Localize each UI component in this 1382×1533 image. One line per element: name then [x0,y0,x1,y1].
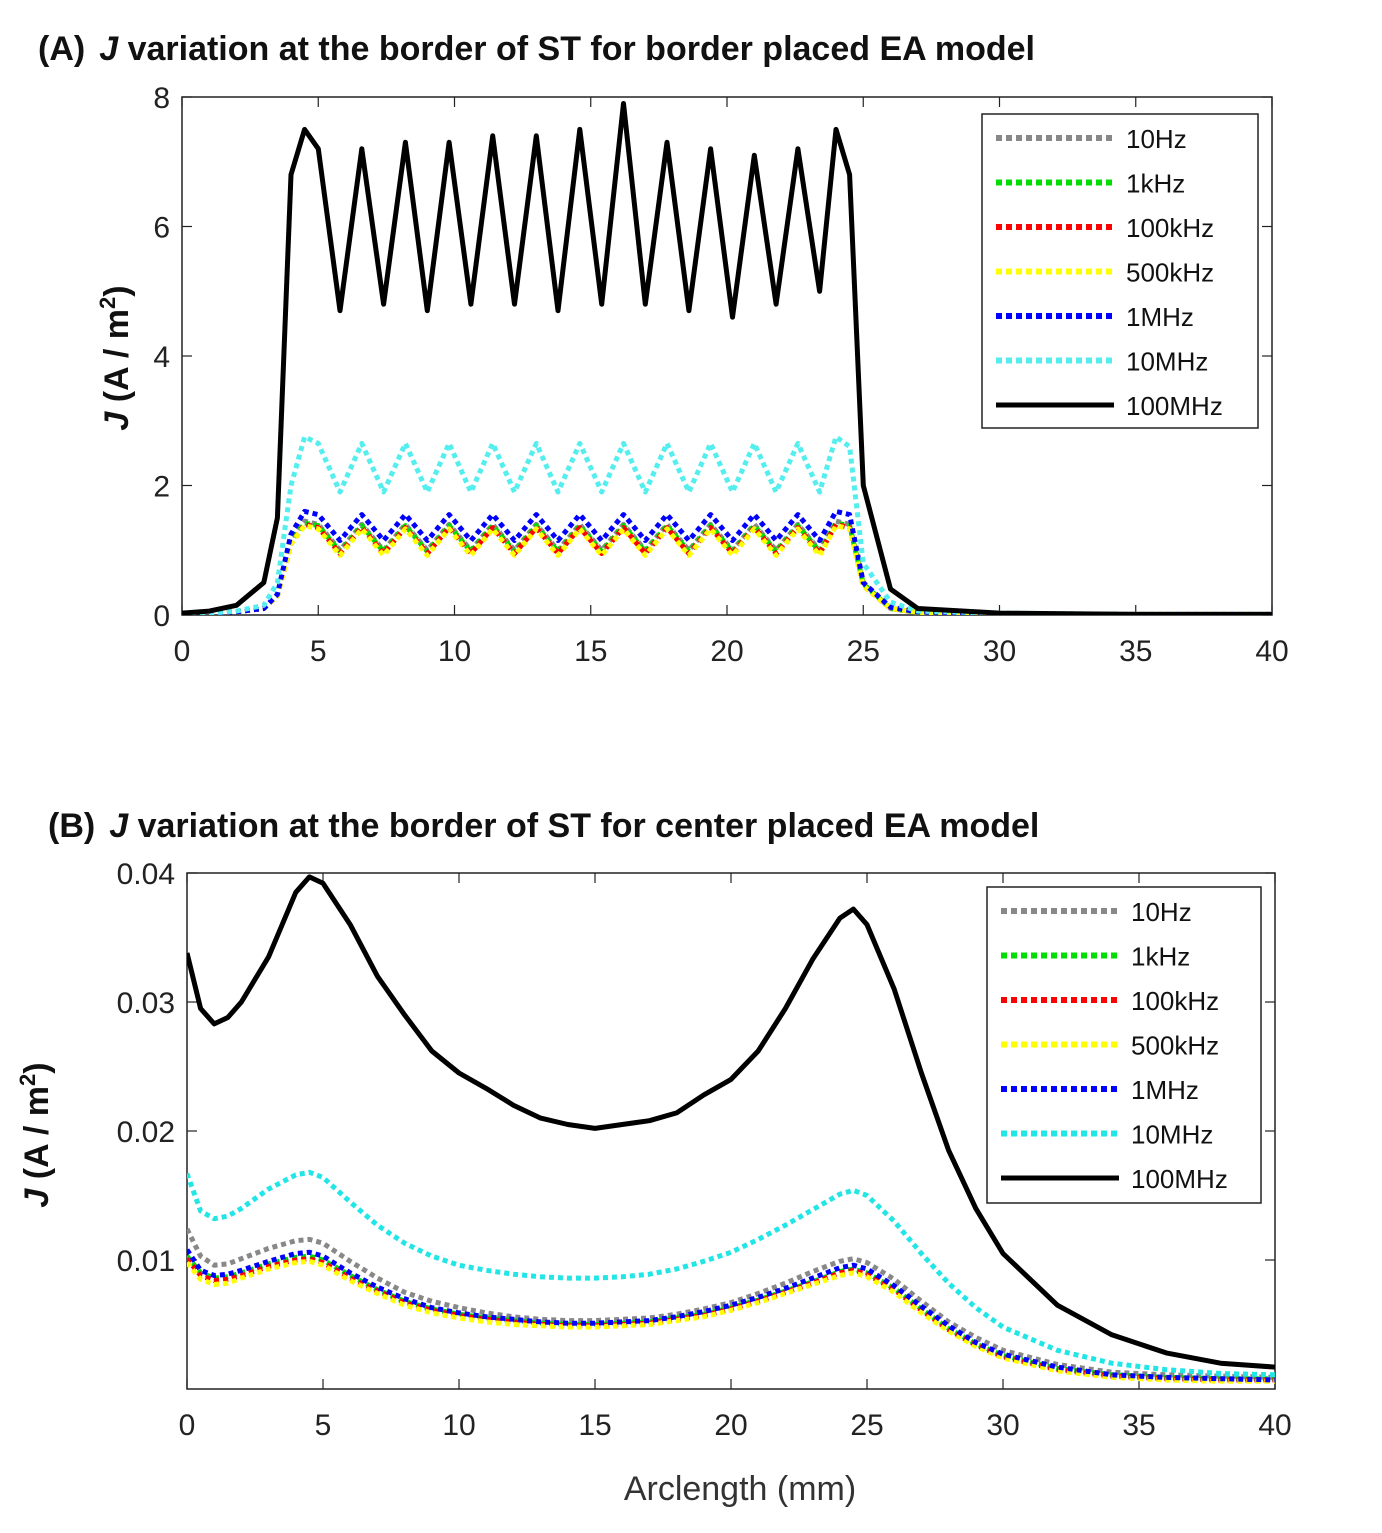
legend-box [981,113,1259,429]
legend-label-100khz: 100kHz [1126,213,1214,243]
x-tick-label: 15 [578,1409,611,1442]
chart-panel-a: (A) J variation at the border of ST for b… [38,30,1289,668]
x-tick-label: 5 [310,635,327,668]
x-tick-label: 40 [1258,1409,1291,1442]
legend-label-10hz: 10Hz [1126,124,1187,154]
y-tick-label: 2 [153,471,170,504]
series-line-1khz [187,1253,1275,1382]
legend: 10Hz 1kHz 100kHz 500kHz 1MHz 10MHz 100MHz [981,113,1259,429]
x-tick-label: 15 [574,635,607,668]
x-axis-label: Arclength (mm) [624,1470,856,1508]
x-tick-label: 10 [442,1409,475,1442]
y-tick-label: 8 [153,82,170,115]
chart-title-a: (A) J variation at the border of ST for b… [38,30,1035,68]
legend-box [986,886,1262,1204]
legend-label-100mhz: 100MHz [1131,1164,1228,1194]
legend-label-1mhz: 1MHz [1131,1075,1199,1105]
series-line-10mhz [187,1169,1275,1378]
legend-label-1khz: 1kHz [1131,942,1190,972]
plot-area-a: 0 5 10 15 20 25 30 35 40 0 2 4 6 8 10Hz 1kHz 100kHz 500kH… [153,82,1288,668]
y-tick-label: 0.04 [117,858,175,891]
series-line-100mhz [187,874,1275,1370]
x-tick-label: 25 [847,635,880,668]
x-tick-label: 5 [315,1409,332,1442]
x-tick-label: 40 [1255,635,1288,668]
series-line-1mhz [187,1248,1275,1383]
y-tick-label: 0.03 [117,987,175,1020]
legend-label-1khz: 1kHz [1126,169,1185,199]
y-tick-label: 0 [153,600,170,633]
legend-label-500khz: 500kHz [1126,258,1214,288]
y-tick-label: 0.01 [117,1245,175,1278]
series-line-10mhz [182,434,1272,615]
legend-label-500khz: 500kHz [1131,1031,1219,1061]
y-tick-label: 4 [153,341,170,374]
series-line-500khz [187,1258,1275,1384]
y-axis-label-a: J (A / m2) [95,285,136,430]
legend-label-100mhz: 100MHz [1126,391,1223,421]
series-line-500khz [182,523,1272,615]
x-tick-label: 35 [1119,635,1152,668]
legend-label-10mhz: 10MHz [1131,1120,1213,1150]
series-group [182,101,1272,615]
plot-area-b: 0 5 10 15 20 25 30 35 40 0.01 0.02 0.03 0.04 10Hz 1kHz… [117,858,1292,1442]
x-tick-label: 0 [174,635,191,668]
x-tick-label: 10 [438,635,471,668]
series-group [187,874,1275,1384]
legend-label-100khz: 100kHz [1131,986,1219,1016]
chart-title-b: (B) J variation at the border of ST for c… [48,807,1039,845]
series-line-10hz [182,518,1272,615]
x-tick-label: 30 [983,635,1016,668]
legend: 10Hz 1kHz 100kHz 500kHz 1MHz 10MHz 100MHz [986,886,1262,1204]
series-line-10hz [187,1227,1275,1380]
x-tick-label: 30 [986,1409,1019,1442]
x-tick-label: 20 [714,1409,747,1442]
x-tick-label: 0 [179,1409,196,1442]
series-line-100mhz [182,101,1272,615]
x-tick-label: 25 [850,1409,883,1442]
x-tick-label: 20 [710,635,743,668]
series-line-100khz [187,1256,1275,1383]
legend-label-10hz: 10Hz [1131,897,1192,927]
y-tick-label: 0.02 [117,1116,175,1149]
legend-label-10mhz: 10MHz [1126,347,1208,377]
x-tick-label: 35 [1122,1409,1155,1442]
y-tick-label: 6 [153,212,170,245]
chart-panel-b: (B) J variation at the border of ST for c… [15,807,1292,1508]
y-axis-label-b: J (A / m2) [15,1062,56,1207]
legend-label-1mhz: 1MHz [1126,302,1194,332]
